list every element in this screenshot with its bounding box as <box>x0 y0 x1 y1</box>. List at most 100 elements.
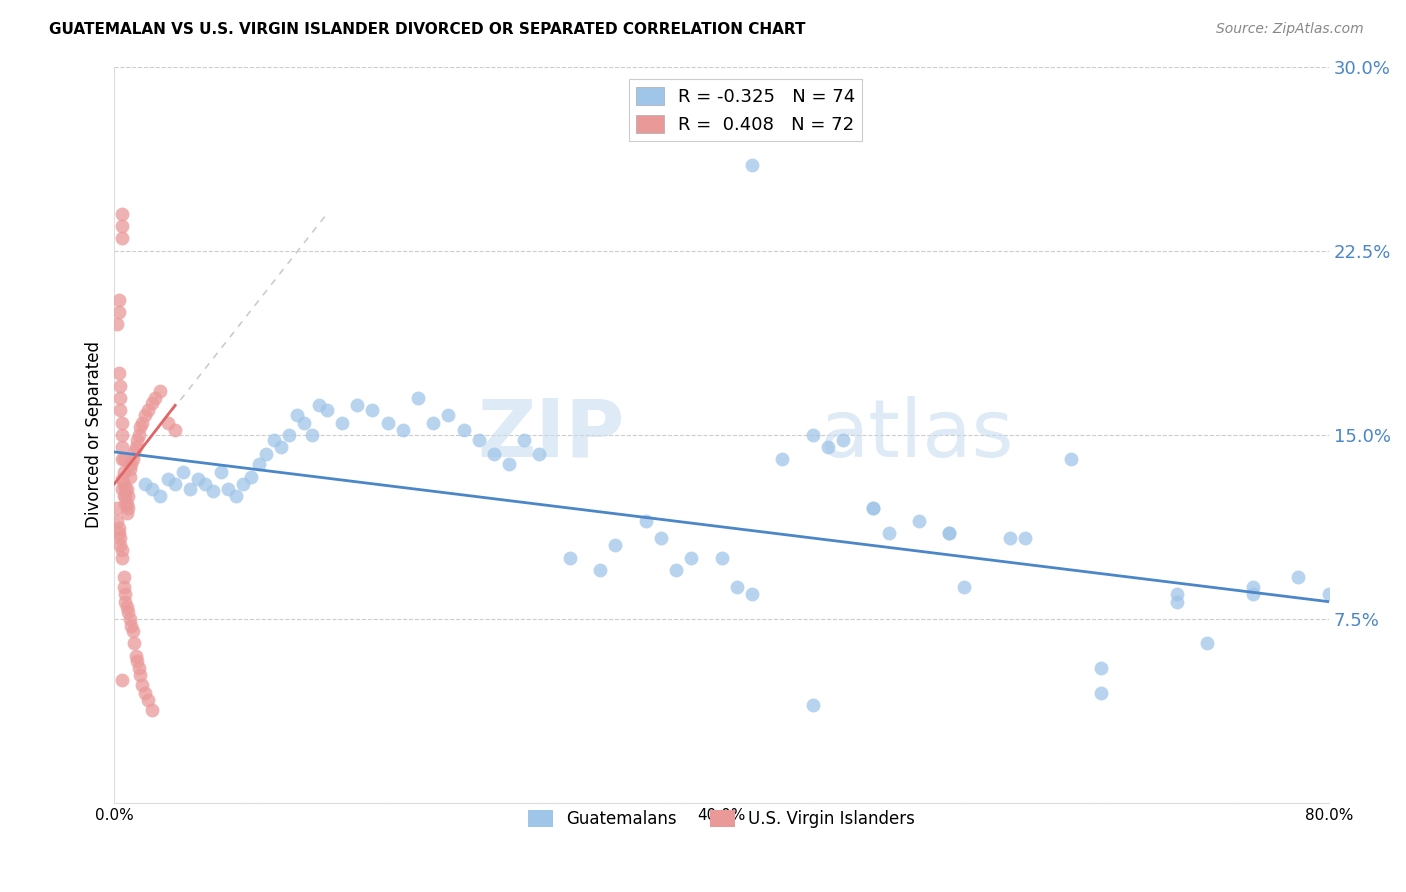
Point <box>1197 636 1219 650</box>
Point <box>953 580 976 594</box>
Point <box>149 489 172 503</box>
Point <box>453 423 475 437</box>
Point <box>232 476 254 491</box>
Point <box>112 452 135 467</box>
Point <box>665 563 688 577</box>
Point <box>136 403 159 417</box>
Point <box>129 420 152 434</box>
Point <box>108 525 131 540</box>
Point <box>270 440 292 454</box>
Y-axis label: Divorced or Separated: Divorced or Separated <box>86 342 103 528</box>
Point <box>187 472 209 486</box>
Point <box>467 433 489 447</box>
Point <box>134 408 156 422</box>
Point <box>710 550 733 565</box>
Point <box>141 482 163 496</box>
Text: atlas: atlas <box>818 396 1014 474</box>
Point <box>134 685 156 699</box>
Point <box>1060 452 1083 467</box>
Point <box>136 693 159 707</box>
Point <box>127 654 149 668</box>
Point <box>115 599 138 614</box>
Point <box>1286 570 1309 584</box>
Point <box>165 476 187 491</box>
Point <box>817 440 839 454</box>
Point <box>108 293 131 307</box>
Point <box>110 391 132 405</box>
Point <box>634 514 657 528</box>
Point <box>301 427 323 442</box>
Point <box>225 489 247 503</box>
Point <box>254 447 277 461</box>
Point <box>110 538 132 552</box>
Text: ZIP: ZIP <box>477 396 624 474</box>
Point <box>1241 587 1264 601</box>
Point <box>112 489 135 503</box>
Point <box>498 457 520 471</box>
Point <box>118 612 141 626</box>
Point <box>111 219 134 234</box>
Point <box>1090 661 1112 675</box>
Point <box>1166 595 1188 609</box>
Point <box>1241 580 1264 594</box>
Point <box>217 482 239 496</box>
Point <box>392 423 415 437</box>
Point <box>141 396 163 410</box>
Point <box>149 384 172 398</box>
Point <box>194 476 217 491</box>
Point <box>156 472 179 486</box>
Point <box>114 482 136 496</box>
Point <box>110 378 132 392</box>
Point <box>998 531 1021 545</box>
Point <box>112 570 135 584</box>
Point <box>115 482 138 496</box>
Point <box>120 619 142 633</box>
Point <box>111 231 134 245</box>
Point <box>1014 531 1036 545</box>
Point <box>422 416 444 430</box>
Point <box>108 367 131 381</box>
Point <box>179 482 201 496</box>
Point <box>1166 587 1188 601</box>
Point <box>114 496 136 510</box>
Point <box>118 462 141 476</box>
Point <box>513 433 536 447</box>
Point <box>741 587 763 601</box>
Point <box>247 457 270 471</box>
Point <box>202 484 225 499</box>
Point <box>122 445 145 459</box>
Point <box>240 469 263 483</box>
Point <box>117 605 139 619</box>
Point <box>111 452 134 467</box>
Point <box>107 318 129 332</box>
Point <box>108 521 131 535</box>
Point <box>110 403 132 417</box>
Point <box>346 398 368 412</box>
Point <box>117 489 139 503</box>
Point <box>112 465 135 479</box>
Point <box>278 427 301 442</box>
Point <box>165 423 187 437</box>
Point <box>437 408 460 422</box>
Point <box>877 525 900 540</box>
Point <box>110 531 132 545</box>
Point <box>111 427 134 442</box>
Point <box>124 648 146 663</box>
Point <box>121 624 143 639</box>
Point <box>124 440 146 454</box>
Point <box>111 416 134 430</box>
Point <box>107 514 129 528</box>
Point <box>862 501 884 516</box>
Point <box>605 538 627 552</box>
Point <box>361 403 384 417</box>
Point <box>114 587 136 601</box>
Point <box>725 580 748 594</box>
Point <box>650 531 672 545</box>
Point <box>529 447 551 461</box>
Point <box>908 514 931 528</box>
Point <box>128 427 150 442</box>
Point <box>141 703 163 717</box>
Point <box>801 698 824 712</box>
Point <box>209 465 232 479</box>
Point <box>406 391 429 405</box>
